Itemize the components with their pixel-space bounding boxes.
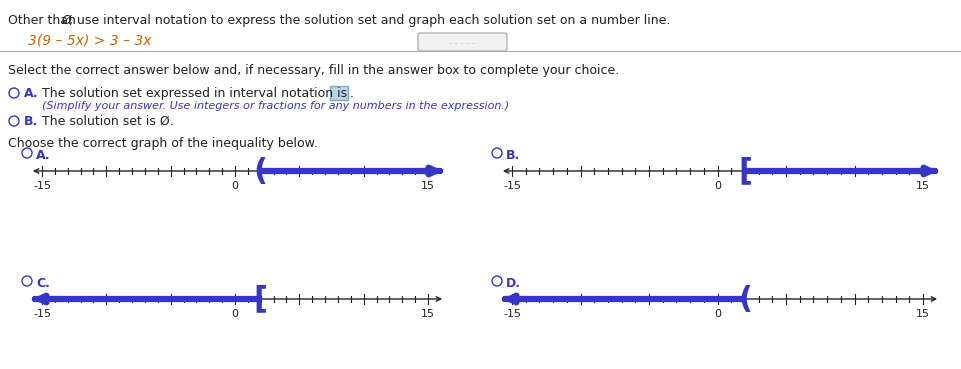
Text: (Simplify your answer. Use integers or fractions for any numbers in the expressi: (Simplify your answer. Use integers or f… (42, 101, 509, 111)
Text: C.: C. (36, 277, 50, 290)
Text: 0: 0 (714, 309, 721, 319)
Text: -15: -15 (503, 181, 521, 191)
Text: -15: -15 (33, 181, 51, 191)
Text: 0: 0 (232, 181, 238, 191)
Text: 15: 15 (916, 181, 930, 191)
Text: [: [ (738, 156, 752, 186)
Text: (: ( (254, 156, 268, 186)
FancyBboxPatch shape (418, 33, 507, 51)
Text: The solution set expressed in interval notation is: The solution set expressed in interval n… (42, 87, 347, 100)
Text: A.: A. (36, 149, 51, 162)
Text: -15: -15 (33, 309, 51, 319)
Text: A.: A. (24, 87, 38, 100)
FancyBboxPatch shape (330, 86, 348, 100)
Text: 15: 15 (916, 309, 930, 319)
Text: [: [ (254, 284, 268, 314)
Text: . . . . .: . . . . . (449, 38, 475, 46)
Text: Select the correct answer below and, if necessary, fill in the answer box to com: Select the correct answer below and, if … (8, 64, 619, 77)
Text: 0: 0 (714, 181, 721, 191)
Text: D.: D. (506, 277, 521, 290)
Text: B.: B. (506, 149, 520, 162)
Text: Other than: Other than (8, 14, 80, 27)
Text: -15: -15 (503, 309, 521, 319)
Text: B.: B. (24, 115, 38, 128)
Text: (: ( (738, 284, 752, 314)
Text: 15: 15 (421, 181, 435, 191)
Text: 0: 0 (232, 309, 238, 319)
Text: 15: 15 (421, 309, 435, 319)
Text: Choose the correct graph of the inequality below.: Choose the correct graph of the inequali… (8, 137, 318, 150)
Text: 3(9 – 5x) > 3 – 3x: 3(9 – 5x) > 3 – 3x (28, 33, 152, 47)
Text: , use interval notation to express the solution set and graph each solution set : , use interval notation to express the s… (69, 14, 671, 27)
Text: The solution set is Ø.: The solution set is Ø. (42, 115, 174, 128)
Text: .: . (350, 87, 354, 100)
Text: Ø: Ø (61, 14, 71, 27)
